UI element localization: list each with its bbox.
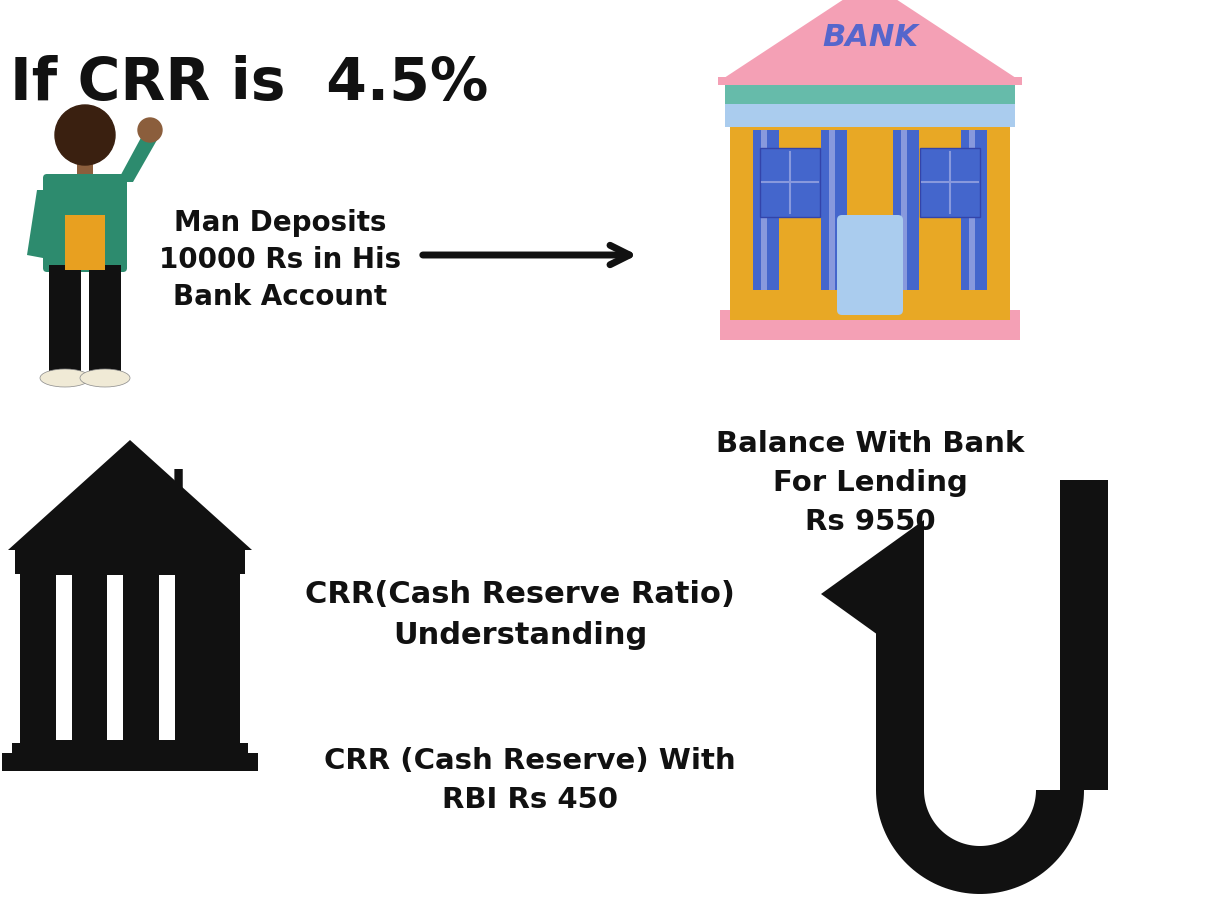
- FancyBboxPatch shape: [77, 160, 93, 180]
- FancyBboxPatch shape: [893, 130, 919, 290]
- FancyBboxPatch shape: [21, 570, 241, 745]
- Text: If CRR is  4.5%: If CRR is 4.5%: [10, 55, 488, 112]
- Text: Balance With Bank
For Lending
Rs 9550: Balance With Bank For Lending Rs 9550: [716, 430, 1024, 536]
- FancyBboxPatch shape: [89, 265, 121, 375]
- FancyBboxPatch shape: [961, 130, 987, 290]
- Ellipse shape: [40, 369, 89, 387]
- FancyBboxPatch shape: [725, 102, 1016, 127]
- FancyBboxPatch shape: [762, 130, 768, 290]
- FancyBboxPatch shape: [15, 550, 245, 574]
- FancyBboxPatch shape: [2, 753, 258, 771]
- FancyBboxPatch shape: [828, 130, 834, 290]
- FancyBboxPatch shape: [753, 130, 780, 290]
- FancyBboxPatch shape: [160, 575, 175, 740]
- FancyBboxPatch shape: [56, 575, 73, 740]
- FancyBboxPatch shape: [968, 130, 974, 290]
- FancyBboxPatch shape: [877, 570, 924, 790]
- Polygon shape: [821, 520, 924, 668]
- FancyBboxPatch shape: [12, 743, 248, 757]
- Text: Man Deposits
10000 Rs in His
Bank Account: Man Deposits 10000 Rs in His Bank Accoun…: [158, 209, 401, 310]
- FancyBboxPatch shape: [127, 575, 155, 740]
- Polygon shape: [27, 190, 53, 258]
- FancyBboxPatch shape: [821, 130, 846, 290]
- FancyBboxPatch shape: [65, 215, 105, 270]
- Circle shape: [138, 118, 162, 142]
- FancyBboxPatch shape: [760, 148, 820, 217]
- Polygon shape: [718, 0, 1022, 82]
- Circle shape: [54, 105, 115, 165]
- FancyBboxPatch shape: [175, 575, 203, 740]
- FancyBboxPatch shape: [28, 575, 56, 740]
- FancyBboxPatch shape: [920, 148, 980, 217]
- Text: BANK: BANK: [822, 22, 918, 51]
- Polygon shape: [117, 134, 157, 182]
- Polygon shape: [8, 440, 251, 550]
- FancyBboxPatch shape: [721, 310, 1020, 340]
- FancyBboxPatch shape: [718, 77, 1022, 85]
- FancyBboxPatch shape: [725, 82, 1016, 104]
- Ellipse shape: [80, 369, 131, 387]
- FancyBboxPatch shape: [902, 130, 908, 290]
- FancyBboxPatch shape: [730, 120, 1010, 320]
- Text: CRR (Cash Reserve) With
RBI Rs 450: CRR (Cash Reserve) With RBI Rs 450: [324, 746, 736, 814]
- FancyBboxPatch shape: [44, 174, 127, 272]
- FancyBboxPatch shape: [76, 575, 104, 740]
- FancyBboxPatch shape: [50, 265, 81, 375]
- Text: RBI: RBI: [103, 469, 187, 511]
- Text: CRR(Cash Reserve Ratio)
Understanding: CRR(Cash Reserve Ratio) Understanding: [305, 580, 735, 650]
- Polygon shape: [877, 790, 1084, 894]
- FancyBboxPatch shape: [837, 215, 903, 315]
- FancyBboxPatch shape: [106, 575, 122, 740]
- FancyBboxPatch shape: [1060, 480, 1107, 790]
